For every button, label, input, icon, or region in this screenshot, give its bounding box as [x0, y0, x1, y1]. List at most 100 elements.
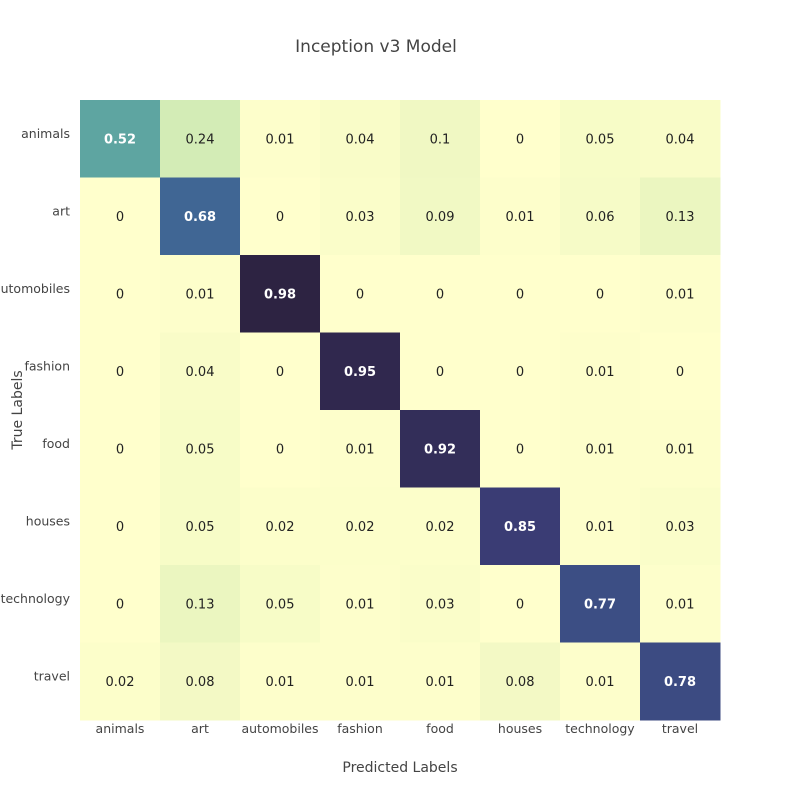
x-axis-ticks: animals art automobiles fashion food houses te… [96, 721, 699, 736]
cell-value-label: 0.13 [666, 210, 695, 225]
heatmap-cell-food-animals [80, 410, 161, 488]
x-tick-label-animals: animals [96, 721, 145, 736]
cell-value-label: 0.85 [504, 520, 536, 535]
heatmap-cell-travel-travel [640, 642, 721, 721]
heatmap-cell-houses-animals [80, 487, 161, 566]
heatmap-cell-houses-art [160, 487, 241, 566]
cell-value-label: 0.02 [426, 520, 455, 535]
cell-value-label: 0 [276, 442, 284, 457]
heatmap-cell-travel-food [400, 642, 481, 721]
cell-value-label: 0.77 [584, 597, 616, 612]
cell-value-label: 0.09 [426, 210, 455, 225]
heatmap-cell-art-automobiles [240, 177, 321, 256]
heatmap-cell-animals-houses [480, 100, 561, 178]
y-tick-label-technology: technology [1, 591, 71, 606]
heatmap-cell-labels: 0.52 0.24 0.01 0.04 0.1 0 0.05 0.04 0 0.68 0 0.03 0.… [104, 132, 696, 690]
cell-value-label: 0.52 [104, 132, 136, 147]
cell-value-label: 0.03 [426, 597, 455, 612]
heatmap-cell-food-houses [480, 410, 561, 488]
cell-value-label: 0 [596, 287, 604, 302]
heatmap-cell-automobiles-art [160, 255, 241, 333]
heatmap-cell-travel-technology [560, 642, 641, 721]
x-tick-label-art: art [191, 721, 209, 736]
heatmap-cell-technology-animals [80, 565, 161, 643]
heatmap-cell-houses-technology [560, 487, 641, 566]
y-tick-label-automobiles: automobiles [0, 281, 70, 296]
heatmap-cell-food-automobiles [240, 410, 321, 488]
cell-value-label: 0.01 [266, 675, 295, 690]
cell-value-label: 0.01 [666, 442, 695, 457]
cell-value-label: 0.04 [666, 132, 695, 147]
cell-value-label: 0.95 [344, 365, 376, 380]
cell-value-label: 0.01 [346, 442, 375, 457]
heatmap-cell-travel-art [160, 642, 241, 721]
heatmap-cell-technology-houses [480, 565, 561, 643]
cell-value-label: 0.01 [586, 365, 615, 380]
cell-value-label: 0.92 [424, 442, 456, 457]
heatmap-cell-fashion-travel [640, 332, 721, 411]
heatmap-cells [80, 100, 721, 721]
cell-value-label: 0.08 [186, 675, 215, 690]
heatmap-cell-houses-travel [640, 487, 721, 566]
cell-value-label: 0.04 [186, 365, 215, 380]
heatmap-cell-art-animals [80, 177, 161, 256]
heatmap-cell-travel-animals [80, 642, 161, 721]
y-tick-label-food: food [42, 436, 70, 451]
cell-value-label: 0.03 [346, 210, 375, 225]
heatmap-cell-food-art [160, 410, 241, 488]
cell-value-label: 0.02 [346, 520, 375, 535]
cell-value-label: 0.78 [664, 675, 696, 690]
x-tick-label-travel: travel [662, 721, 698, 736]
cell-value-label: 0.08 [506, 675, 535, 690]
heatmap-cell-automobiles-houses [480, 255, 561, 333]
heatmap-cell-art-food [400, 177, 481, 256]
y-tick-label-fashion: fashion [24, 358, 70, 373]
y-tick-label-houses: houses [26, 513, 70, 528]
cell-value-label: 0 [516, 442, 524, 457]
cell-value-label: 0 [516, 597, 524, 612]
heatmap-cell-art-houses [480, 177, 561, 256]
cell-value-label: 0.01 [266, 132, 295, 147]
y-tick-label-art: art [52, 203, 70, 218]
cell-value-label: 0.01 [506, 210, 535, 225]
heatmap-cell-art-art [160, 177, 241, 256]
chart-title: Inception v3 Model [295, 37, 457, 57]
heatmap-cell-art-travel [640, 177, 721, 256]
cell-value-label: 0.01 [586, 520, 615, 535]
heatmap-cell-animals-travel [640, 100, 721, 178]
heatmap-cell-technology-travel [640, 565, 721, 643]
heatmap-cell-automobiles-food [400, 255, 481, 333]
heatmap-cell-travel-fashion [320, 642, 401, 721]
heatmap-cell-animals-technology [560, 100, 641, 178]
heatmap-cell-fashion-automobiles [240, 332, 321, 411]
cell-value-label: 0.05 [186, 442, 215, 457]
x-tick-label-food: food [426, 721, 454, 736]
heatmap-cell-travel-automobiles [240, 642, 321, 721]
cell-value-label: 0.01 [186, 287, 215, 302]
cell-value-label: 0.04 [346, 132, 375, 147]
cell-value-label: 0.02 [106, 675, 135, 690]
cell-value-label: 0.01 [666, 287, 695, 302]
heatmap-cell-food-travel [640, 410, 721, 488]
cell-value-label: 0.02 [266, 520, 295, 535]
cell-value-label: 0.01 [586, 675, 615, 690]
cell-value-label: 0 [516, 132, 524, 147]
heatmap-cell-animals-food [400, 100, 481, 178]
cell-value-label: 0.1 [430, 132, 451, 147]
cell-value-label: 0.05 [586, 132, 615, 147]
y-tick-label-animals: animals [21, 126, 70, 141]
cell-value-label: 0.01 [346, 675, 375, 690]
heatmap-cell-automobiles-travel [640, 255, 721, 333]
heatmap-cell-technology-food [400, 565, 481, 643]
cell-value-label: 0 [676, 365, 684, 380]
cell-value-label: 0 [276, 210, 284, 225]
cell-value-label: 0 [516, 365, 524, 380]
heatmap-cell-animals-automobiles [240, 100, 321, 178]
heatmap-cell-travel-houses [480, 642, 561, 721]
cell-value-label: 0.68 [184, 210, 216, 225]
cell-value-label: 0.06 [586, 210, 615, 225]
x-tick-label-houses: houses [498, 721, 542, 736]
heatmap-cell-fashion-food [400, 332, 481, 411]
